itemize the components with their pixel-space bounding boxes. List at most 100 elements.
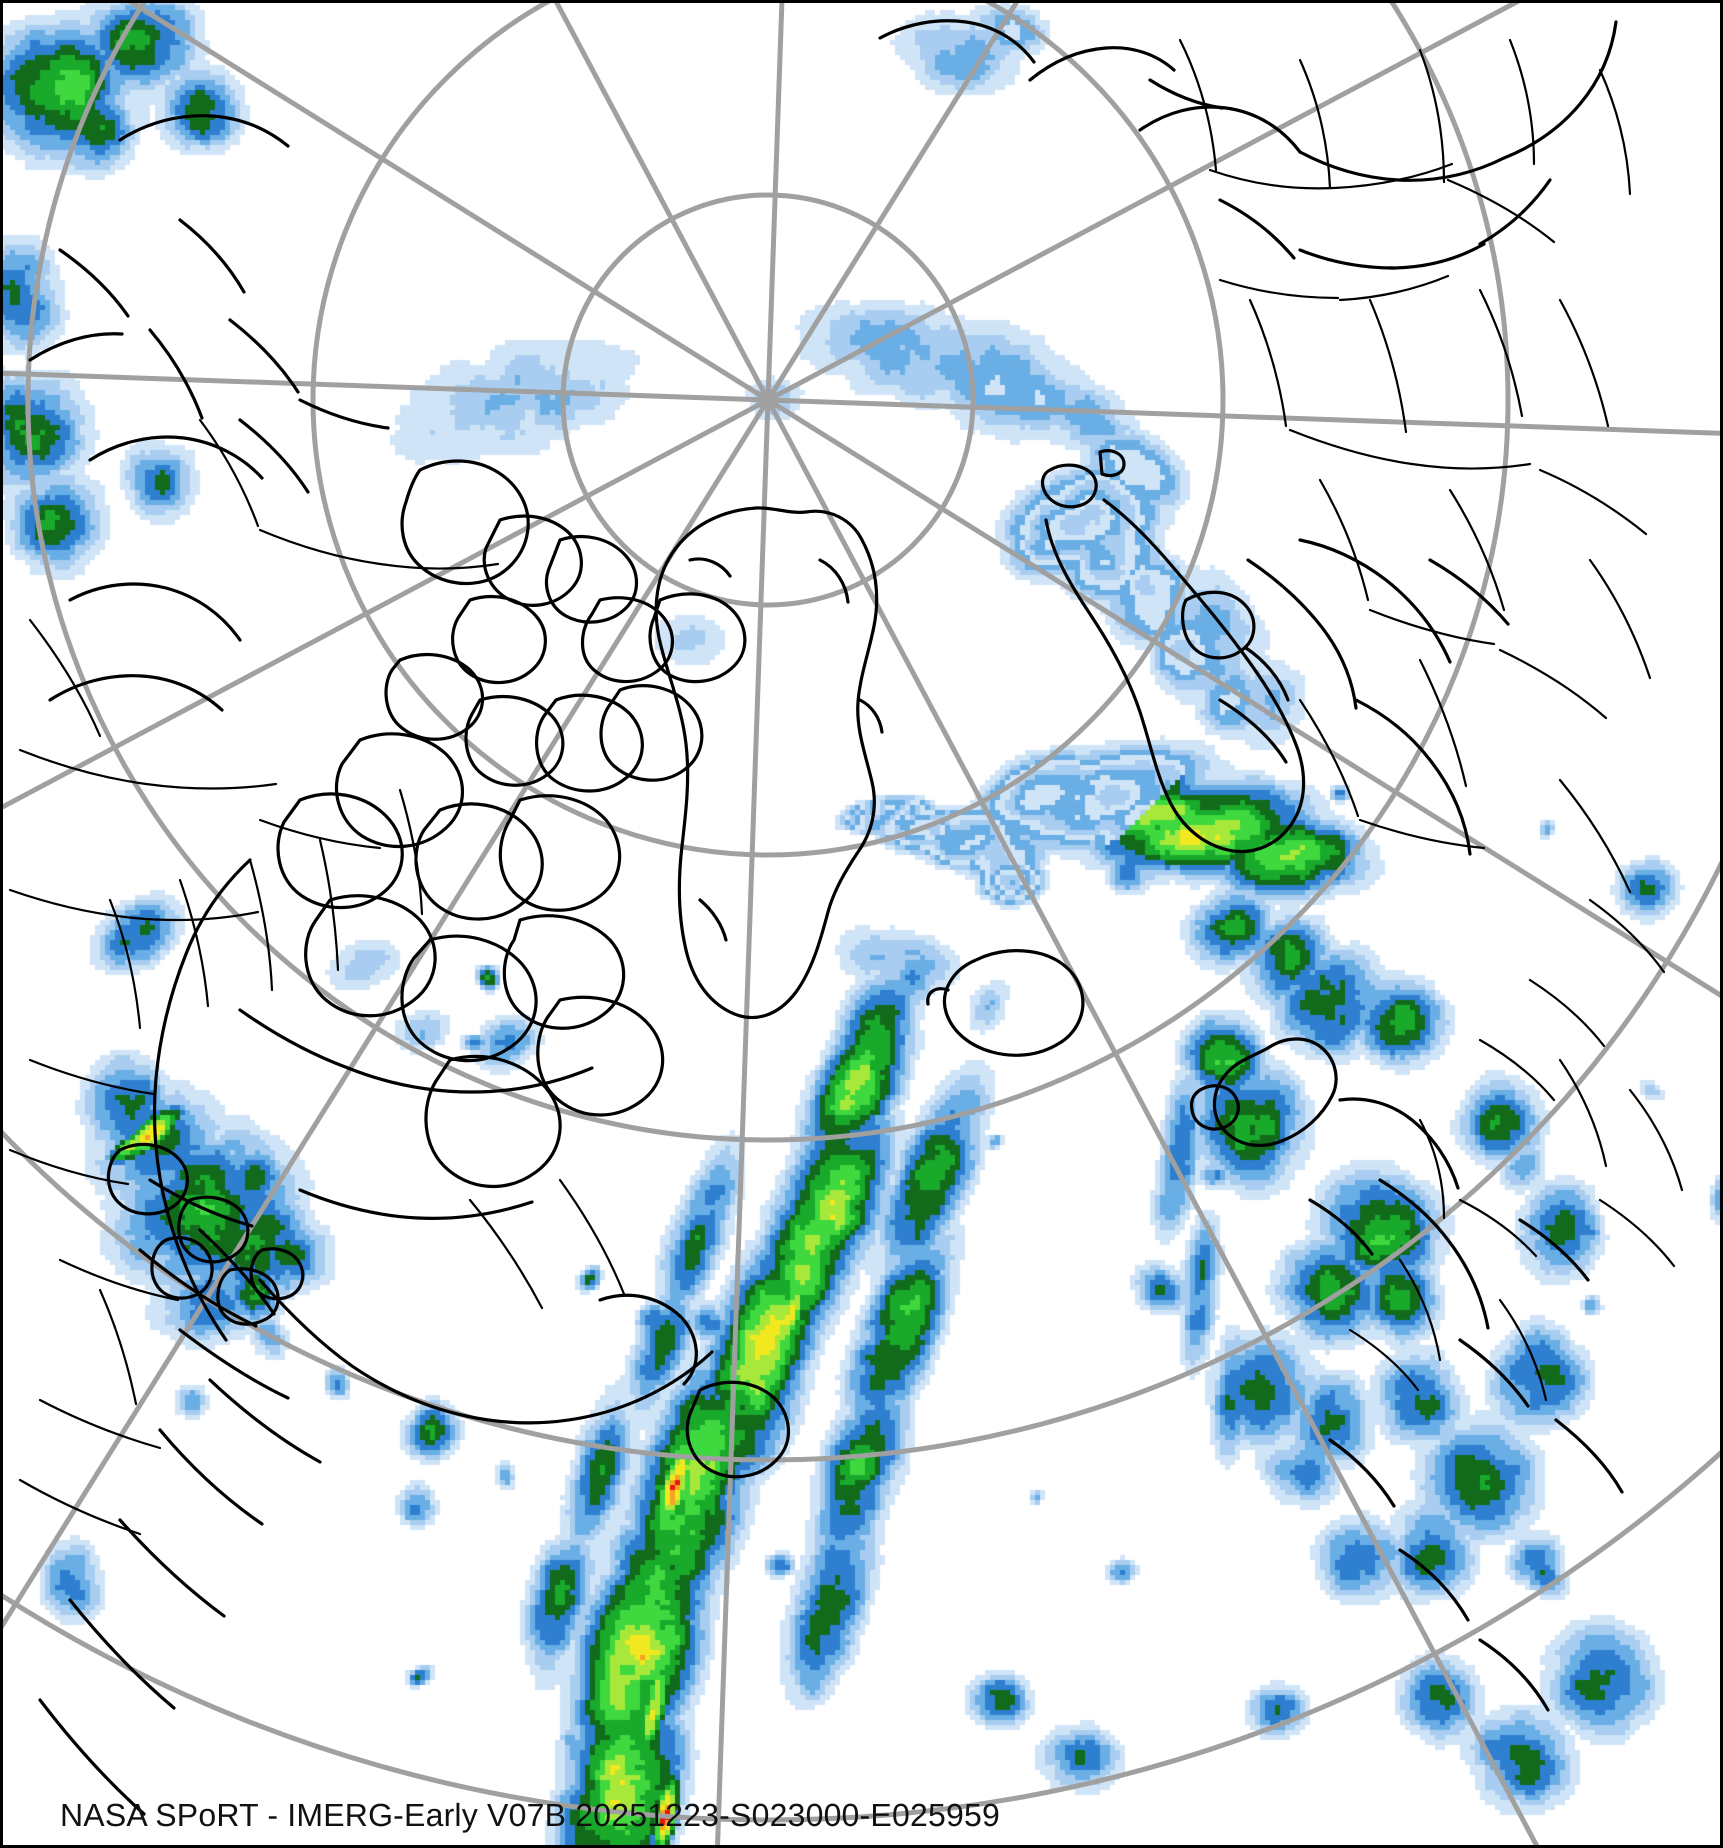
coastline-scandinavia xyxy=(1044,498,1306,854)
coastline-hudson-n xyxy=(238,1008,474,1094)
border-na-14 xyxy=(248,858,274,992)
border-na-21 xyxy=(468,1198,544,1310)
coastline-europe-7 xyxy=(1328,1438,1396,1508)
border-eu-11 xyxy=(1628,1088,1684,1192)
border-na-10 xyxy=(8,1148,130,1186)
coastline-caa-4 xyxy=(581,596,674,684)
coastline-lake-erie xyxy=(216,1267,280,1326)
border-na-5 xyxy=(258,528,382,566)
coastline-europe-2 xyxy=(1378,1178,1490,1330)
border-ru-19 xyxy=(1448,488,1506,612)
coastline-hudson-ne xyxy=(470,1066,594,1094)
coastline-white-sea xyxy=(1354,698,1472,856)
coastline-greenland xyxy=(654,506,879,1020)
coastline-na-east-1 xyxy=(258,1278,478,1420)
coastline-caa-5 xyxy=(648,592,747,684)
coastline-caa-10 xyxy=(599,684,704,782)
border-na-11 xyxy=(58,1258,180,1302)
coastline-caa-3 xyxy=(544,534,639,624)
coastline-kamchatka xyxy=(118,114,290,148)
border-na-9 xyxy=(28,1058,156,1096)
latitude-circle-60 xyxy=(25,0,1511,1143)
coastline-na-se-1 xyxy=(208,1378,322,1464)
border-na-20 xyxy=(398,788,424,916)
border-ru-24 xyxy=(1298,698,1360,818)
border-na-1 xyxy=(18,748,148,786)
border-ru-6 xyxy=(1508,38,1536,166)
border-ru-16 xyxy=(1558,298,1610,428)
coastline-caa-11 xyxy=(334,732,465,849)
border-ru-22 xyxy=(1498,648,1608,720)
coastline-arctic-islands xyxy=(878,19,1036,64)
border-ru-26 xyxy=(1558,778,1632,894)
meridian-line-0 xyxy=(766,0,1526,403)
coastline-labrador xyxy=(598,1293,698,1386)
coastline-alaska-4 xyxy=(28,332,124,362)
border-ru-23 xyxy=(1418,658,1468,788)
border-eu-5 xyxy=(1348,1328,1420,1392)
coastline-lake-ontario xyxy=(249,1247,305,1301)
border-ru-18 xyxy=(1318,478,1370,602)
coastline-siberia-1 xyxy=(1138,105,1302,154)
coastline-caa-6 xyxy=(451,594,547,685)
coastline-lake-huron xyxy=(177,1195,250,1264)
coastline-novaya-zemlya xyxy=(1181,590,1256,660)
coastline-caa-14 xyxy=(276,792,404,910)
coastline-europe-6 xyxy=(1554,1418,1624,1494)
meridian-line-210 xyxy=(0,370,769,403)
coastline-na-se-2 xyxy=(158,1428,264,1526)
coastline-bering-3 xyxy=(148,328,204,420)
meridian-line-150 xyxy=(0,398,771,1634)
coastline-siberia-4 xyxy=(1218,198,1296,260)
meridian-line-30 xyxy=(767,397,1723,436)
coastline-iceland-westfjords xyxy=(926,987,950,1006)
border-na-18 xyxy=(18,1478,142,1536)
coastline-ireland xyxy=(1189,1084,1240,1131)
border-ru-7 xyxy=(1598,68,1632,196)
coastline-taymyr xyxy=(1148,78,1224,110)
border-eu-9 xyxy=(1528,978,1606,1048)
border-ru-17 xyxy=(1538,468,1648,536)
meridian-line-60 xyxy=(766,397,1723,1000)
border-ru-20 xyxy=(1368,608,1496,646)
border-na-6 xyxy=(378,562,500,570)
border-na-7 xyxy=(8,888,136,920)
coastline-greenland-fjord-2 xyxy=(818,558,850,604)
coastline-alaska-3 xyxy=(88,435,264,480)
border-eu-1 xyxy=(1418,1118,1446,1220)
meridian-line-240 xyxy=(123,0,770,403)
coastline-alaska-1 xyxy=(68,582,242,642)
border-na-4 xyxy=(198,418,260,528)
coastline-siberia-5 xyxy=(1298,248,1396,270)
border-na-3 xyxy=(28,618,102,738)
border-ru-12 xyxy=(1368,298,1408,434)
coastline-caa-18 xyxy=(536,995,665,1117)
coastline-bering-4 xyxy=(238,418,310,494)
coastline-bering-2 xyxy=(228,318,300,394)
border-ru-9 xyxy=(1218,278,1340,300)
border-ru-1 xyxy=(1178,38,1218,172)
coastline-svalbard xyxy=(1040,463,1098,509)
coastline-greenland-fjord-3 xyxy=(858,698,884,734)
latitude-circle-70 xyxy=(310,0,1226,858)
coastline-siberia-6 xyxy=(1388,242,1486,270)
border-eu-8 xyxy=(1478,1038,1556,1102)
meridian-line-180 xyxy=(0,397,770,812)
meridian-line-270 xyxy=(552,0,771,402)
coastline-svalbard-2 xyxy=(1098,449,1126,478)
coastline-layer xyxy=(8,19,1684,1816)
coastline-lake-superior xyxy=(106,1142,189,1216)
coastline-nw-europe xyxy=(1338,1097,1460,1190)
coastline-bering-1 xyxy=(58,248,130,318)
border-eu-4 xyxy=(1498,1298,1548,1402)
coastline-europe-4 xyxy=(1458,1338,1530,1408)
coastline-russia-north xyxy=(1428,558,1510,626)
coastline-caa-13 xyxy=(498,794,622,912)
coastline-na-east-2 xyxy=(474,1350,714,1425)
coastline-na-se-4 xyxy=(68,1598,176,1710)
border-ru-14 xyxy=(1288,428,1414,466)
